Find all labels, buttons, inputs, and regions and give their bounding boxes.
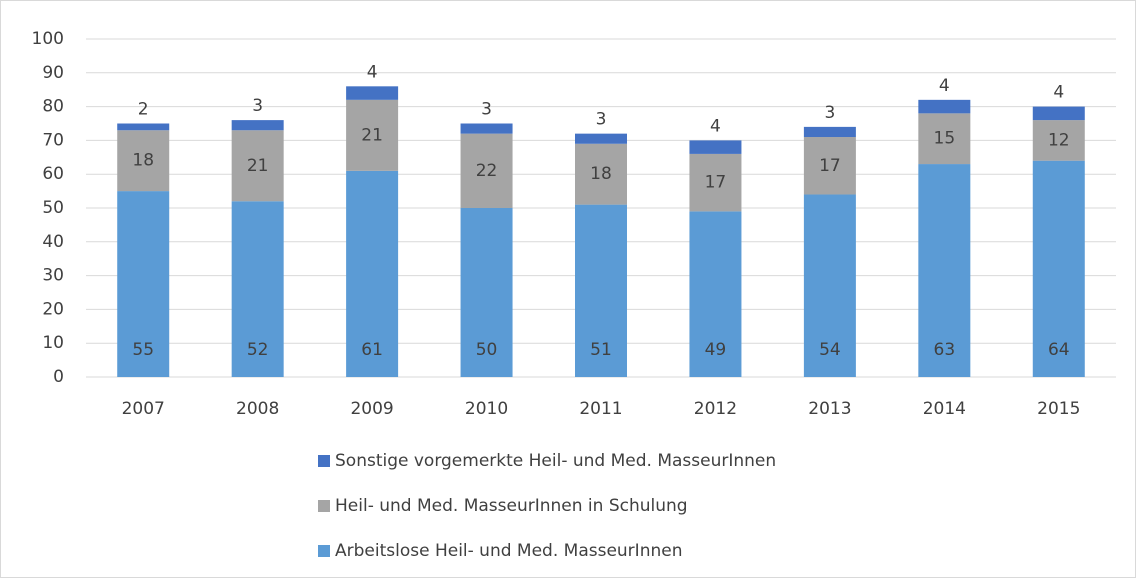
bar-segment — [460, 208, 513, 377]
data-label: 17 — [705, 173, 727, 193]
data-label: 17 — [819, 156, 841, 176]
bar-segment — [575, 143, 627, 205]
x-tick-label: 2011 — [579, 399, 622, 419]
data-label: 3 — [596, 110, 607, 130]
legend-swatch — [318, 455, 330, 467]
data-label: 18 — [132, 151, 154, 171]
data-label: 55 — [132, 340, 154, 360]
y-tick-label: 80 — [42, 97, 64, 117]
data-label: 4 — [1053, 83, 1064, 103]
bar-segment — [346, 86, 399, 100]
legend-label: Heil- und Med. MasseurInnen in Schulung — [335, 496, 688, 516]
bar-segment — [1032, 120, 1085, 161]
bar-segment — [803, 194, 856, 377]
bar-segment — [918, 99, 971, 114]
data-label: 64 — [1048, 340, 1070, 360]
x-tick-label: 2012 — [694, 399, 737, 419]
bar-segment — [689, 153, 742, 212]
data-label: 3 — [824, 103, 835, 123]
data-label: 12 — [1048, 130, 1070, 150]
bar-segment — [918, 113, 971, 165]
data-label: 18 — [590, 164, 612, 184]
legend-label: Sonstige vorgemerkte Heil- und Med. Mass… — [335, 451, 776, 471]
bar-segment — [460, 123, 513, 134]
bar-segment — [231, 120, 284, 131]
y-tick-label: 100 — [32, 29, 64, 49]
bar-segment — [1032, 106, 1085, 121]
legend-swatch — [318, 545, 330, 557]
data-label: 50 — [476, 340, 498, 360]
y-tick-label: 70 — [42, 130, 64, 150]
legend-label: Arbeitslose Heil- und Med. MasseurInnen — [335, 541, 682, 561]
data-label: 61 — [361, 340, 383, 360]
data-label: 51 — [590, 340, 612, 360]
bar-segment — [575, 133, 627, 144]
y-tick-label: 30 — [42, 266, 64, 286]
y-tick-label: 60 — [42, 164, 64, 184]
x-tick-label: 2013 — [808, 399, 851, 419]
data-label: 54 — [819, 340, 841, 360]
bar-segment — [803, 126, 856, 138]
y-tick-label: 10 — [42, 333, 64, 353]
data-label: 21 — [247, 156, 269, 176]
bar-segment — [117, 191, 170, 377]
data-label: 2 — [138, 100, 149, 120]
x-tick-label: 2015 — [1037, 399, 1080, 419]
data-label: 4 — [939, 76, 950, 96]
legend-swatch — [318, 500, 330, 512]
y-tick-label: 0 — [53, 367, 64, 387]
bar-segment — [346, 99, 399, 171]
x-tick-label: 2014 — [923, 399, 966, 419]
x-tick-label: 2007 — [122, 399, 165, 419]
data-label: 52 — [247, 340, 269, 360]
bar-segment — [918, 164, 971, 377]
bar-segment — [346, 170, 399, 377]
bar-segment — [117, 123, 170, 131]
y-tick-label: 20 — [42, 299, 64, 319]
data-label: 22 — [476, 161, 498, 181]
data-label: 21 — [361, 125, 383, 145]
data-label: 3 — [481, 100, 492, 120]
data-label: 3 — [252, 96, 263, 116]
data-label: 63 — [934, 340, 956, 360]
y-tick-label: 50 — [42, 198, 64, 218]
y-tick-label: 90 — [42, 63, 64, 83]
bar-segment — [803, 137, 856, 195]
x-tick-label: 2010 — [465, 399, 508, 419]
data-label: 49 — [705, 340, 727, 360]
bar-segment — [689, 211, 742, 377]
bar-segment — [575, 204, 627, 377]
data-label: 4 — [710, 116, 721, 136]
y-tick-label: 40 — [42, 232, 64, 252]
bar-segment — [117, 130, 170, 192]
x-tick-label: 2008 — [236, 399, 279, 419]
bar-segment — [460, 133, 513, 208]
x-tick-label: 2009 — [350, 399, 393, 419]
bar-segment — [689, 140, 742, 154]
bar-segment — [1032, 160, 1085, 377]
data-label: 4 — [367, 62, 378, 82]
bar-segment — [231, 130, 284, 202]
bar-segment — [231, 201, 284, 377]
data-label: 15 — [934, 129, 956, 149]
